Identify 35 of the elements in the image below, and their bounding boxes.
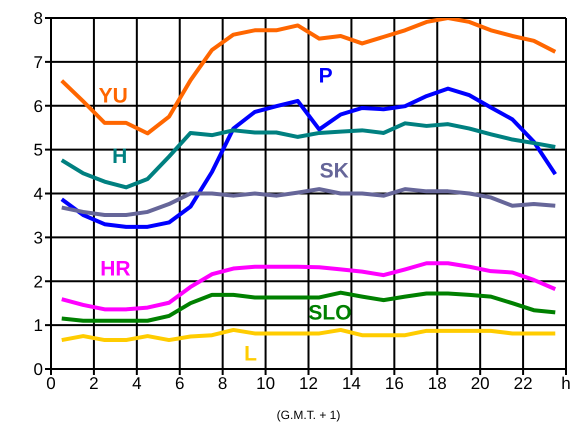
line-series (60, 86, 558, 229)
y-tick-label: 7 (34, 52, 43, 72)
y-tick-label: 2 (34, 272, 43, 292)
series-label: P (318, 64, 333, 88)
y-tick-label: 3 (34, 228, 43, 248)
series-label: HR (100, 258, 131, 281)
y-tick-label: 0 (34, 360, 43, 380)
line-series (60, 328, 558, 342)
line-series (60, 290, 558, 323)
x-tick-label: 14 (342, 374, 361, 394)
y-tick-label: 8 (34, 9, 43, 28)
x-tick-label: 0 (46, 374, 56, 394)
series-label: SK (320, 160, 349, 183)
line-series (60, 18, 558, 136)
y-tick-label: 5 (34, 140, 43, 160)
x-tick-label: 6 (175, 374, 184, 394)
x-tick-label: h (561, 374, 571, 394)
series-label: H (112, 144, 128, 168)
x-axis-title: (G.M.T. + 1) (276, 408, 340, 422)
line-series (60, 187, 558, 217)
x-tick-label: 10 (256, 374, 276, 394)
x-tick-label: 16 (384, 374, 404, 394)
y-tick-label: 1 (34, 316, 43, 336)
series-label: L (244, 342, 258, 366)
series-label: YU (98, 84, 128, 108)
x-tick-label: 20 (470, 374, 490, 394)
x-tick-label: 2 (89, 374, 99, 394)
x-tick-label: 12 (299, 374, 318, 394)
line-series (60, 121, 558, 190)
x-tick-label: 4 (132, 374, 142, 394)
x-tick-label: 22 (514, 374, 533, 394)
y-tick-label: 4 (34, 184, 43, 204)
y-tick-label: 6 (34, 96, 43, 116)
x-tick-label: 8 (218, 374, 228, 394)
x-tick-label: 18 (428, 374, 447, 394)
